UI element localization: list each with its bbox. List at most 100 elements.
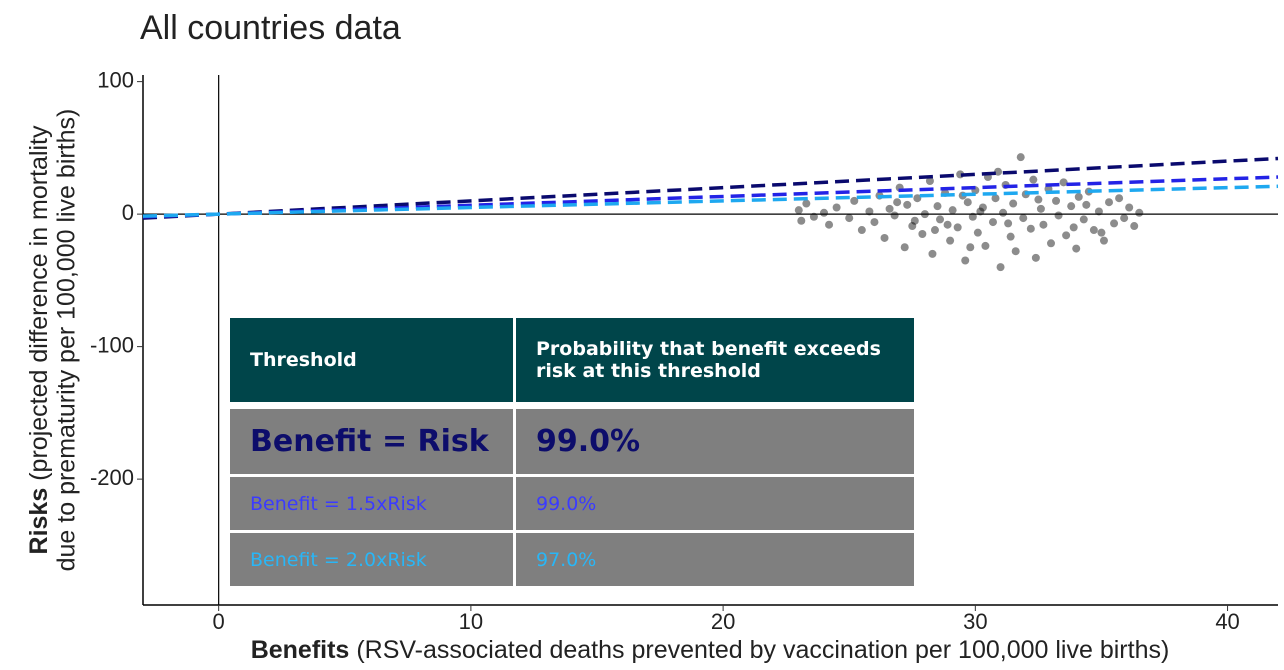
scatter-point <box>890 211 899 220</box>
chart-title: All countries data <box>140 9 401 47</box>
x-tick-label: 40 <box>1215 609 1239 634</box>
scatter-point <box>1011 247 1020 256</box>
scatter-point <box>1067 202 1076 211</box>
scatter-point <box>925 177 934 185</box>
scatter-point <box>928 249 937 258</box>
scatter-point <box>820 208 828 217</box>
scatter-point <box>913 194 922 203</box>
scatter-point <box>850 196 859 205</box>
scatter-point <box>1074 192 1083 201</box>
scatter-point <box>1031 253 1040 262</box>
table-cell: Benefit = 2.0xRisk <box>230 533 513 586</box>
scatter-point <box>1115 194 1124 203</box>
table-cell: Benefit = Risk <box>230 409 513 474</box>
scatter-point <box>953 223 962 232</box>
x-tick-label: 0 <box>213 609 225 634</box>
scatter-point <box>857 226 866 235</box>
scatter-point <box>994 167 1003 176</box>
scatter-point <box>1082 200 1091 209</box>
y-label-bold: Risks <box>25 488 53 555</box>
scatter-point <box>991 194 1000 203</box>
scatter-point <box>1029 175 1038 184</box>
scatter-point <box>1036 204 1045 213</box>
scatter-point <box>973 228 982 237</box>
y-axis-label: due to prematurity per 100,000 live birt… <box>53 109 81 572</box>
scatter-point <box>1034 195 1043 204</box>
scatter-point <box>999 208 1008 217</box>
scatter-point <box>1089 226 1098 235</box>
scatter-point <box>1110 219 1119 228</box>
scatter-point <box>1105 198 1114 207</box>
threshold-line <box>142 184 1279 218</box>
scatter-point <box>910 216 919 225</box>
table-cell: 99.0% <box>516 477 914 530</box>
scatter-point <box>1052 196 1061 205</box>
scatter-point <box>900 243 909 252</box>
scatter-point <box>968 212 977 221</box>
scatter-point <box>797 216 806 225</box>
y-tick-label: 0 <box>122 200 134 225</box>
y-label-line: (projected difference in mortality <box>25 125 53 481</box>
table-cell: 97.0% <box>516 533 914 586</box>
y-tick-label: 100 <box>97 67 134 92</box>
scatter-point <box>1097 228 1106 237</box>
scatter-point <box>885 204 894 213</box>
scatter-point <box>1019 214 1028 223</box>
table-cell: Probability that benefit exceeds risk at… <box>516 318 914 402</box>
scatter-point <box>1094 207 1103 216</box>
scatter-point <box>1016 153 1025 162</box>
x-label-bold: Benefits <box>251 636 350 664</box>
scatter-point <box>930 226 939 235</box>
scatter-point <box>1072 244 1081 253</box>
scatter-point <box>832 203 841 212</box>
x-tick-label: 10 <box>459 609 483 634</box>
table-cell: Benefit = 1.5xRisk <box>230 477 513 530</box>
scatter-point <box>794 206 803 215</box>
scatter-point <box>809 212 818 221</box>
scatter-point <box>1004 219 1013 228</box>
scatter-point <box>1009 199 1018 208</box>
y-tick-label: -200 <box>90 465 134 490</box>
scatter-point <box>936 215 945 224</box>
scatter-point <box>978 203 987 212</box>
table-cell: 99.0% <box>516 409 914 474</box>
x-axis-label: Benefits (RSV-associated deaths prevented… <box>251 636 1170 664</box>
scatter-point <box>1039 220 1048 229</box>
scatter-point <box>1047 239 1055 248</box>
scatter-point <box>988 218 997 227</box>
scatter-point <box>893 198 902 207</box>
scatter-point <box>981 241 990 250</box>
scatter-point <box>903 200 912 209</box>
scatter-point <box>865 207 874 216</box>
scatter-point <box>802 199 811 208</box>
scatter-point <box>918 230 927 238</box>
scatter-point <box>920 210 929 219</box>
scatter-point <box>966 243 975 252</box>
x-tick-label: 20 <box>711 609 735 634</box>
scatter-point <box>1026 224 1035 233</box>
scatter-point <box>1006 232 1015 241</box>
scatter-point <box>1069 223 1078 232</box>
scatter-point <box>933 202 942 211</box>
scatter-point <box>976 207 985 216</box>
x-tick-label: 30 <box>963 609 987 634</box>
scatter-point <box>1099 236 1108 245</box>
scatter-point <box>1079 215 1088 224</box>
scatter-point <box>1059 178 1068 187</box>
y-axis-label: Risks (projected difference in mortality <box>25 125 53 554</box>
table-cell: Threshold <box>230 318 513 402</box>
x-label-rest: (RSV-associated deaths prevented by vacc… <box>356 636 1169 664</box>
threshold-line <box>142 156 1279 220</box>
scatter-point <box>1054 211 1063 220</box>
scatter-point <box>961 256 970 265</box>
scatter-point <box>996 263 1005 272</box>
scatter-point <box>948 206 957 215</box>
scatter-point <box>943 220 952 229</box>
scatter-point <box>825 220 834 229</box>
scatter-point <box>845 214 854 223</box>
scatter-point <box>1130 222 1139 231</box>
scatter-point <box>880 233 889 242</box>
scatter-point <box>1120 214 1129 223</box>
